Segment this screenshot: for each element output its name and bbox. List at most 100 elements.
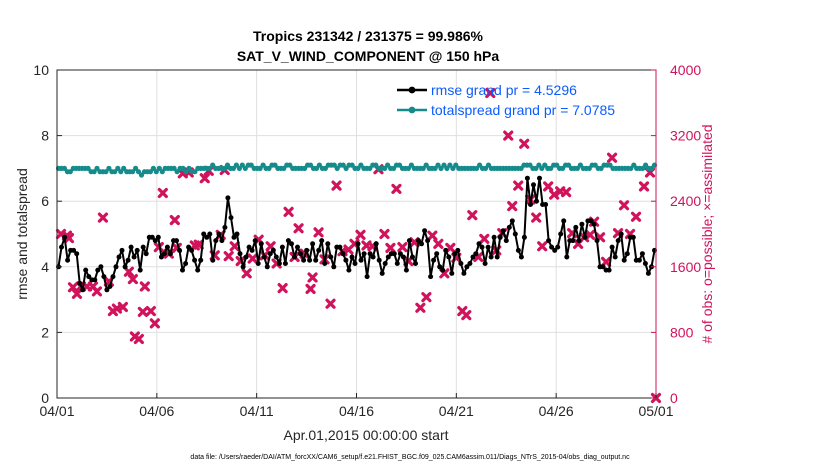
totalspread-point xyxy=(405,165,411,171)
obs-assimilated-marker xyxy=(133,333,144,345)
rmse-point xyxy=(624,251,630,257)
rmse-point xyxy=(192,257,198,263)
rmse-point xyxy=(582,234,588,240)
rmse-point xyxy=(243,254,249,260)
totalspread-point xyxy=(266,165,272,171)
rmse-point xyxy=(645,270,651,276)
obs-series xyxy=(55,87,662,404)
rmse-point xyxy=(282,261,288,266)
rmse-point xyxy=(189,247,195,253)
rmse-point xyxy=(543,202,549,207)
obs-assimilated-marker xyxy=(600,256,612,267)
rmse-point xyxy=(180,267,185,273)
obs-assimilated-marker xyxy=(199,173,210,184)
rmse-point xyxy=(639,251,645,257)
y-axis-label-right: # of obs: o=possible; ×=assimilated xyxy=(699,124,715,343)
rmse-point xyxy=(301,257,307,263)
rmse-point xyxy=(479,244,485,250)
x-tick-label: 04/06 xyxy=(139,403,174,419)
rmse-point xyxy=(343,257,349,263)
obs-assimilated-marker xyxy=(415,302,426,313)
totalspread-point xyxy=(192,169,198,175)
obs-assimilated-marker xyxy=(479,233,490,245)
legend: rmse grand pr = 4.5296 totalspread grand… xyxy=(397,82,615,118)
rmse-point xyxy=(195,267,201,273)
rmse-point xyxy=(434,251,440,257)
x-tick-label: 04/16 xyxy=(339,403,374,419)
totalspread-point xyxy=(242,165,248,171)
rmse-point xyxy=(564,254,570,260)
obs-assimilated-marker xyxy=(391,183,402,194)
rmse-point xyxy=(621,257,627,263)
obs-assimilated-marker xyxy=(325,298,336,309)
obs-assimilated-marker xyxy=(193,239,204,250)
rmse-point xyxy=(104,287,110,293)
obs-assimilated-marker xyxy=(606,152,618,163)
obs-assimilated-marker xyxy=(531,212,542,223)
y-right-tick-label: 0 xyxy=(670,390,678,406)
totalspread-point xyxy=(281,165,287,171)
rmse-point xyxy=(292,254,297,260)
rmse-point xyxy=(476,241,482,247)
rmse-point xyxy=(419,241,424,247)
totalspread-point xyxy=(628,165,634,171)
rmse-point xyxy=(422,228,428,234)
obs-assimilated-marker xyxy=(71,288,83,299)
rmse-point xyxy=(62,234,68,240)
rmse-point xyxy=(219,238,225,244)
rmse-point xyxy=(555,244,561,250)
obs-assimilated-marker xyxy=(313,227,324,238)
rmse-point xyxy=(101,274,107,280)
totalspread-point xyxy=(121,165,127,171)
rmse-point xyxy=(198,257,204,263)
obs-assimilated-marker xyxy=(67,282,79,293)
rmse-point xyxy=(313,257,319,263)
rmse-point xyxy=(71,247,77,253)
chart-title-line2: SAT_V_WIND_COMPONENT @ 150 hPa xyxy=(237,48,500,64)
totalspread-point xyxy=(574,165,581,171)
rmse-point xyxy=(385,254,391,260)
obs-assimilated-marker xyxy=(63,233,75,244)
obs-assimilated-marker xyxy=(149,318,160,329)
rmse-point xyxy=(122,264,128,270)
rmse-point xyxy=(346,267,352,273)
y-left-tick-label: 2 xyxy=(41,324,49,340)
obs-assimilated-marker xyxy=(145,305,156,317)
totalspread-point xyxy=(438,165,444,171)
rmse-point xyxy=(289,241,294,247)
rmse-point xyxy=(506,224,512,230)
rmse-point xyxy=(355,241,361,247)
totalspread-point xyxy=(607,162,613,168)
totalspread-point xyxy=(548,165,554,171)
rmse-point xyxy=(210,257,216,263)
rmse-point xyxy=(337,244,343,250)
rmse-point xyxy=(328,254,334,260)
totalspread-point xyxy=(138,172,145,178)
totalspread-point xyxy=(592,162,598,168)
rmse-point xyxy=(134,247,140,253)
obs-assimilated-marker xyxy=(117,301,128,313)
totalspread-point xyxy=(396,162,403,168)
totalspread-point xyxy=(147,169,153,175)
rmse-point xyxy=(437,264,443,270)
totalspread-point xyxy=(156,165,162,171)
totalspread-point xyxy=(643,162,649,168)
obs-assimilated-marker xyxy=(618,200,630,211)
rmse-point xyxy=(207,231,213,237)
rmse-point xyxy=(240,264,246,270)
rmse-point xyxy=(376,257,382,263)
obs-assimilated-marker xyxy=(97,212,109,223)
rmse-point xyxy=(279,244,285,250)
obs-assimilated-marker xyxy=(519,138,530,149)
obs-assimilated-marker xyxy=(283,206,294,217)
rmse-point xyxy=(186,244,192,250)
rmse-point xyxy=(310,241,316,247)
rmse-series xyxy=(56,175,657,293)
totalspread-point xyxy=(565,162,572,168)
rmse-point xyxy=(164,244,170,250)
totalspread-point xyxy=(307,162,314,168)
rmse-point xyxy=(521,234,527,240)
rmse-point xyxy=(636,257,642,263)
obs-assimilated-marker xyxy=(293,223,304,234)
totalspread-point xyxy=(94,165,100,171)
